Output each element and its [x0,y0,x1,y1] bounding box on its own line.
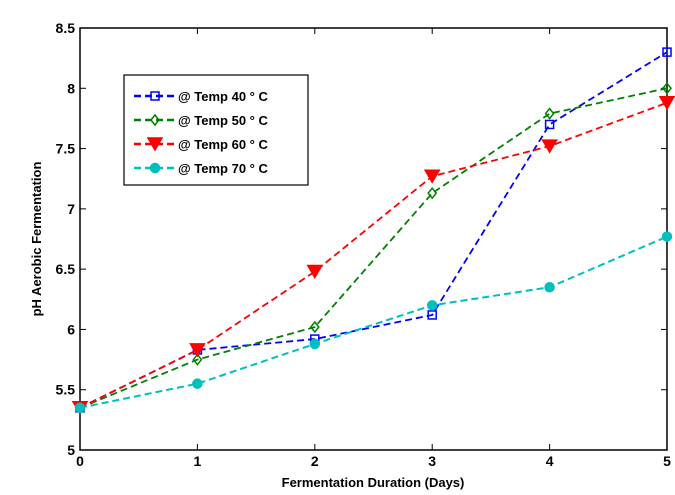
data-point-temp-50 [662,82,672,95]
series-line-temp-50 [79,87,668,409]
data-point-temp-70 [309,338,321,350]
data-point-temp-50 [544,107,555,120]
y-tick-label: 6.5 [56,261,76,277]
y-tick-label: 6 [67,321,75,337]
legend-item-temp-40: @ Temp 40 ° C [134,89,268,104]
series-line-temp-40 [79,51,668,409]
legend-label: @ Temp 50 ° C [178,113,268,128]
x-tick-label: 4 [546,453,554,469]
x-axis-label: Fermentation Duration (Days) [282,475,465,490]
legend-item-temp-60: @ Temp 60 ° C [134,137,268,152]
legend-marker [146,137,164,152]
x-tick-label: 2 [311,453,319,469]
series-temp-70 [74,231,673,414]
y-tick-label: 8 [67,80,75,96]
data-point-temp-50 [309,320,320,334]
data-point-temp-60 [306,264,324,280]
legend-label: @ Temp 40 ° C [178,89,268,104]
data-point-temp-40 [427,310,437,320]
data-point-temp-70 [74,402,86,414]
series-layer [71,47,675,416]
data-point-temp-40 [662,47,672,57]
axis-ticks: 0 1 2 3 4 5 5 5.5 6 6.5 7 7.5 8 8.5 [56,20,672,469]
y-tick-label: 5.5 [56,382,76,398]
y-tick-label: 7 [67,201,75,217]
data-point-temp-70 [192,378,203,389]
data-point-temp-40 [544,119,555,130]
series-line-temp-70 [79,235,668,409]
legend-label: @ Temp 60 ° C [178,137,268,152]
y-tick-label: 5 [67,442,75,458]
data-point-temp-70 [544,281,555,293]
data-point-temp-60 [189,343,206,358]
legend-marker [149,162,161,174]
legend-item-temp-70: @ Temp 70 ° C [134,161,268,176]
y-tick-label: 7.5 [56,141,76,157]
x-tick-label: 3 [428,453,436,469]
data-point-temp-60 [541,139,558,154]
x-tick-label: 0 [76,453,84,469]
legend: @ Temp 40 ° C @ Temp 50 ° C @ Temp 60 ° C @… [123,74,309,186]
series-line-temp-60 [79,101,668,409]
data-point-temp-50 [427,186,438,200]
y-tick-label: 8.5 [56,20,76,36]
data-point-temp-60 [423,169,441,184]
y-axis-label: pH Aerobic Fermentation [29,162,44,317]
legend-marker [150,113,160,127]
data-point-temp-60 [658,96,675,111]
legend-marker [150,91,160,101]
legend-item-temp-50: @ Temp 50 ° C [134,113,268,128]
data-point-temp-70 [426,300,438,311]
data-point-temp-70 [661,231,673,242]
data-point-temp-50 [192,353,203,366]
x-tick-label: 1 [194,453,202,469]
x-tick-label: 5 [663,453,671,469]
legend-label: @ Temp 70 ° C [178,161,268,176]
